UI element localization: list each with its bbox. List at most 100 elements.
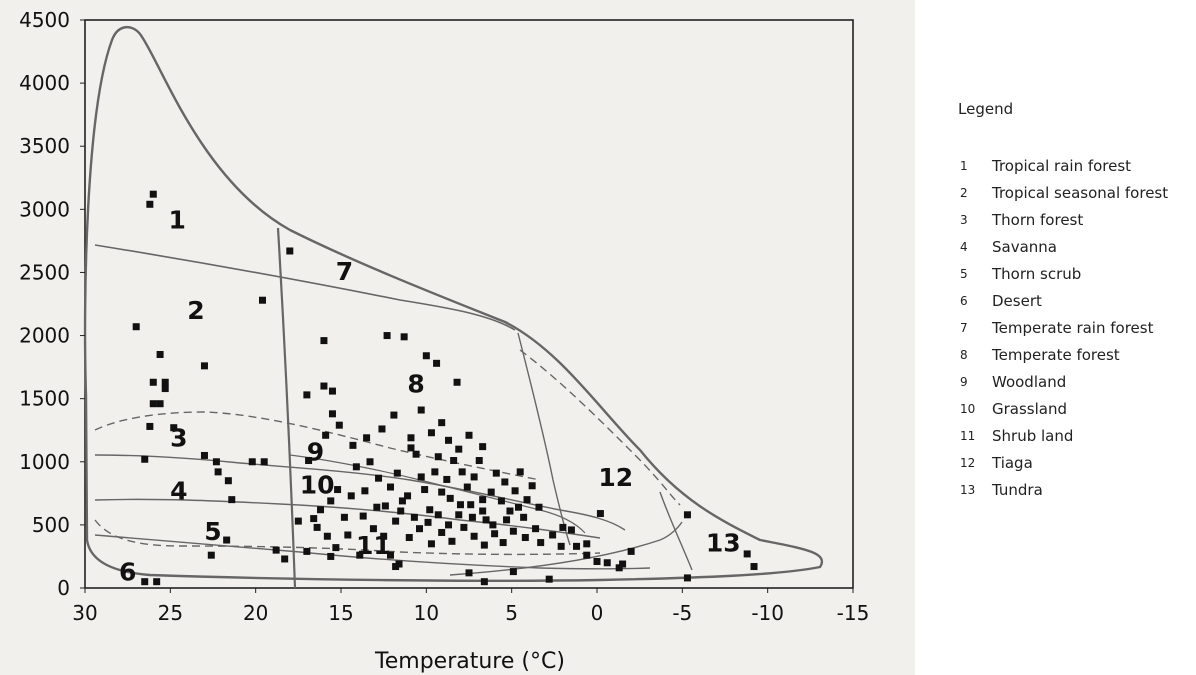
data-point (683, 574, 691, 582)
legend-item-number: 9 (960, 374, 968, 389)
data-point (207, 551, 215, 559)
legend-item-label: Savanna (992, 237, 1057, 256)
data-point (344, 531, 352, 539)
data-point (422, 352, 430, 360)
data-point (479, 496, 487, 504)
region-label: 9 (307, 438, 324, 467)
legend-item-label: Thorn scrub (992, 264, 1082, 283)
data-point (328, 387, 336, 395)
legend-item-number: 10 (960, 401, 976, 416)
data-point (683, 511, 691, 519)
x-tick-label: -10 (751, 601, 784, 625)
legend-item-label: Temperate forest (992, 345, 1120, 364)
data-point (470, 532, 478, 540)
data-point (335, 421, 343, 429)
data-point (445, 436, 453, 444)
data-point (448, 537, 456, 545)
region-label: 4 (170, 477, 187, 506)
data-point (479, 507, 487, 515)
data-point (431, 468, 439, 476)
dashed-thorn-forest-lower (94, 519, 601, 556)
data-point (407, 434, 415, 442)
legend-item-number: 7 (960, 320, 968, 335)
legend-item: 5 Thorn scrub (958, 260, 1188, 287)
boundary-1-2 (94, 244, 516, 331)
y-tick-label: 0 (57, 576, 70, 600)
data-point (489, 521, 497, 529)
data-point (596, 510, 604, 518)
region-label: 2 (187, 296, 204, 325)
data-point (427, 540, 435, 548)
data-point (532, 525, 540, 533)
data-point (310, 515, 318, 523)
legend-item-label: Temperate rain forest (992, 318, 1154, 337)
legend-item-label: Desert (992, 291, 1042, 310)
x-tick-label: 10 (414, 601, 439, 625)
tropical-temperate-divider (276, 227, 297, 589)
data-point (506, 507, 514, 515)
data-point (750, 563, 758, 571)
data-point (156, 350, 164, 358)
woodland-boundary (289, 454, 586, 534)
data-point (141, 455, 149, 463)
data-point (499, 539, 507, 547)
data-point (511, 487, 519, 495)
outer-envelope (83, 26, 824, 582)
data-point (467, 501, 475, 509)
data-point (375, 474, 383, 482)
boundary-5-6 (94, 534, 651, 570)
data-point (528, 482, 536, 490)
data-point (434, 453, 442, 461)
data-point (305, 457, 313, 465)
data-point (417, 406, 425, 414)
data-point (424, 518, 432, 526)
y-tick-label: 2500 (19, 260, 70, 284)
y-axis-ticks: 0 500 1000 1500 2000 2500 3000 3500 4000 4500 (19, 8, 85, 600)
data-point (438, 528, 446, 536)
data-point (460, 523, 468, 531)
tundra-line (659, 491, 693, 571)
data-point (407, 444, 415, 452)
legend-item: 3 Thorn forest (958, 206, 1188, 233)
data-points (132, 190, 758, 586)
data-point (328, 410, 336, 418)
data-point (334, 486, 342, 494)
data-point (487, 488, 495, 496)
legend-items: 1 Tropical rain forest 2 Tropical seasonal … (958, 152, 1188, 503)
data-point (398, 497, 406, 505)
data-point (303, 547, 311, 555)
data-point (537, 539, 545, 547)
legend-item-label: Tropical rain forest (992, 156, 1132, 175)
legend-item-number: 1 (960, 158, 968, 173)
x-tick-label: 20 (243, 601, 268, 625)
legend-title: Legend (958, 100, 1014, 118)
data-point (212, 458, 220, 466)
data-point (521, 534, 529, 542)
y-tick-label: 500 (32, 513, 70, 537)
data-point (378, 425, 386, 433)
data-point (438, 488, 446, 496)
legend-item-number: 8 (960, 347, 968, 362)
region-label: 6 (119, 557, 136, 586)
data-point (327, 497, 335, 505)
legend-item: 2 Tropical seasonal forest (958, 179, 1188, 206)
data-point (465, 569, 473, 577)
data-point (369, 525, 377, 533)
data-point (475, 457, 483, 465)
data-point (146, 422, 154, 430)
data-point (272, 546, 280, 554)
y-tick-label: 1000 (19, 450, 70, 474)
data-point (386, 551, 394, 559)
data-point (535, 503, 543, 511)
legend-item-number: 3 (960, 212, 968, 227)
data-point (523, 496, 531, 504)
data-point (516, 468, 524, 476)
data-point (132, 323, 140, 331)
data-point (356, 551, 364, 559)
data-point (468, 513, 476, 521)
data-point (417, 473, 425, 481)
data-point (323, 532, 331, 540)
legend: Legend 1 Tropical rain forest 2 Tropical se… (958, 100, 1188, 503)
